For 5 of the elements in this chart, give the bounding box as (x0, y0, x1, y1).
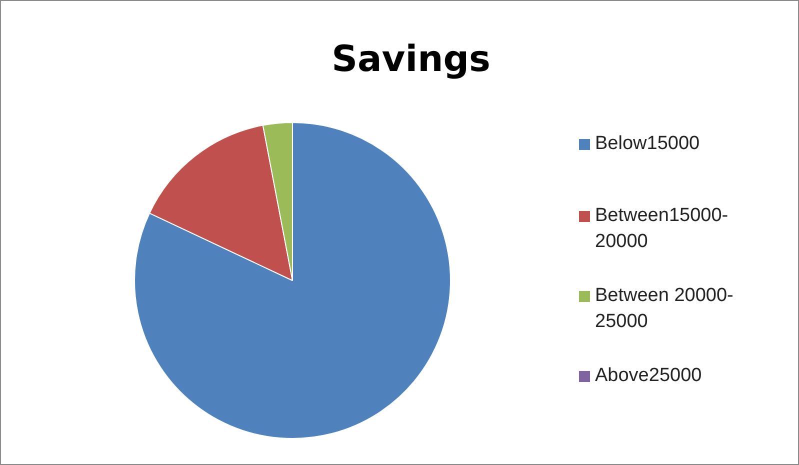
legend-label: Below15000 (595, 132, 701, 156)
legend-label: Between 20000-25000 (595, 284, 734, 334)
legend-label: Between15000-20000 (595, 204, 730, 254)
legend-label: Above25000 (595, 364, 703, 388)
chart-title: Savings (330, 39, 492, 80)
